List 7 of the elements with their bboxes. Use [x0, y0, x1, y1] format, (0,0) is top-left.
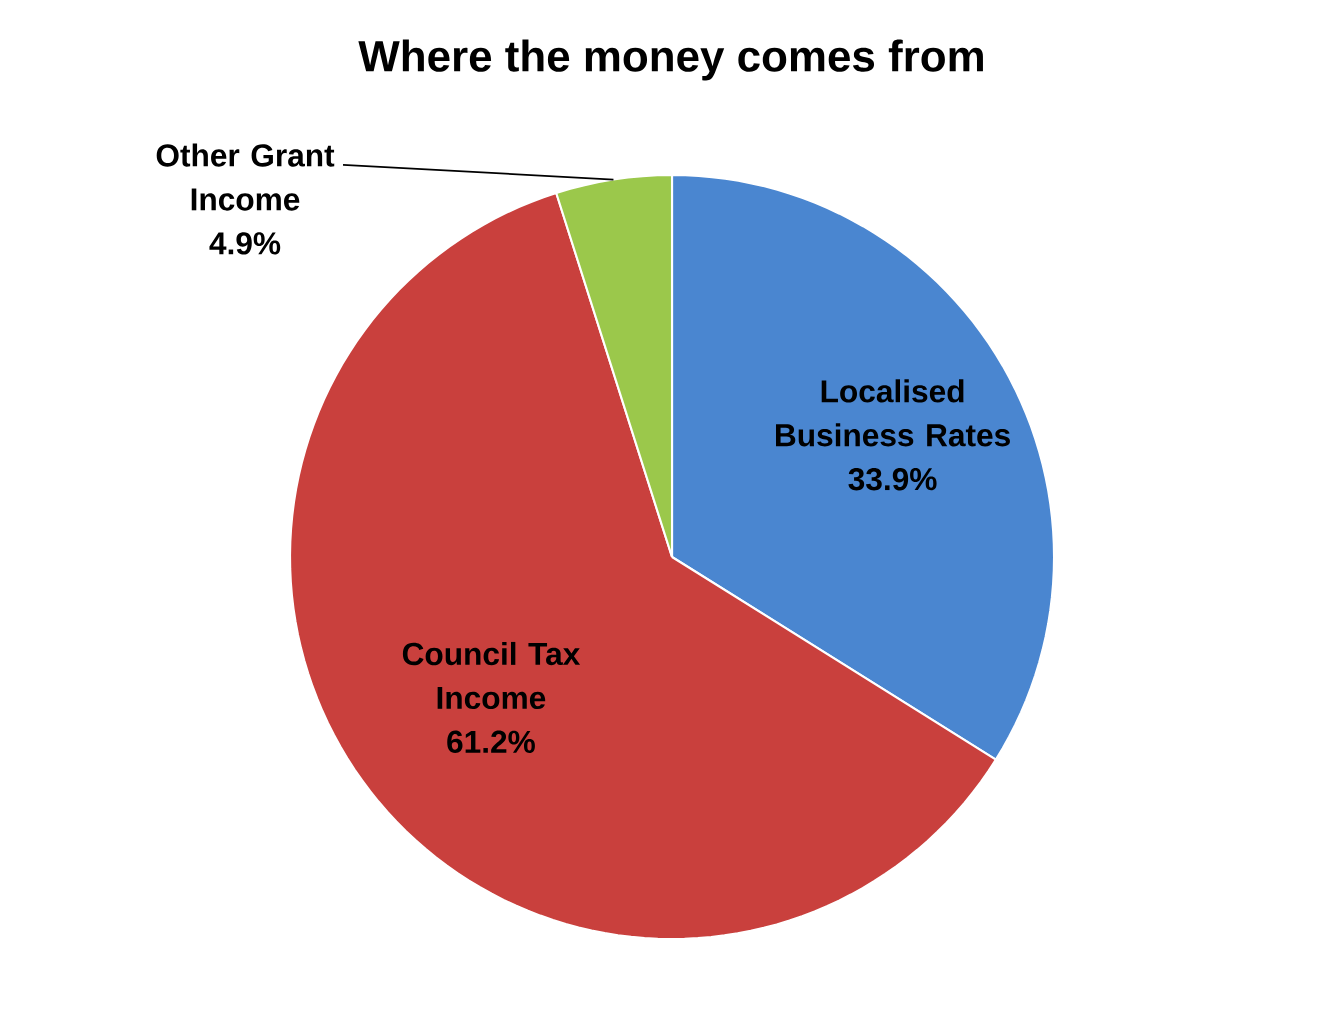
slice-label: Council Tax Income — [402, 641, 581, 710]
data-label: 4.9% — [209, 232, 281, 255]
chart-title: Where the money comes from — [358, 39, 983, 81]
data-label: 33.9% — [848, 467, 937, 491]
slice-label: Other Grant Income — [156, 143, 335, 211]
data-label: 61.2% — [447, 730, 535, 754]
slice-label: Localised Business Rates — [776, 379, 1010, 447]
